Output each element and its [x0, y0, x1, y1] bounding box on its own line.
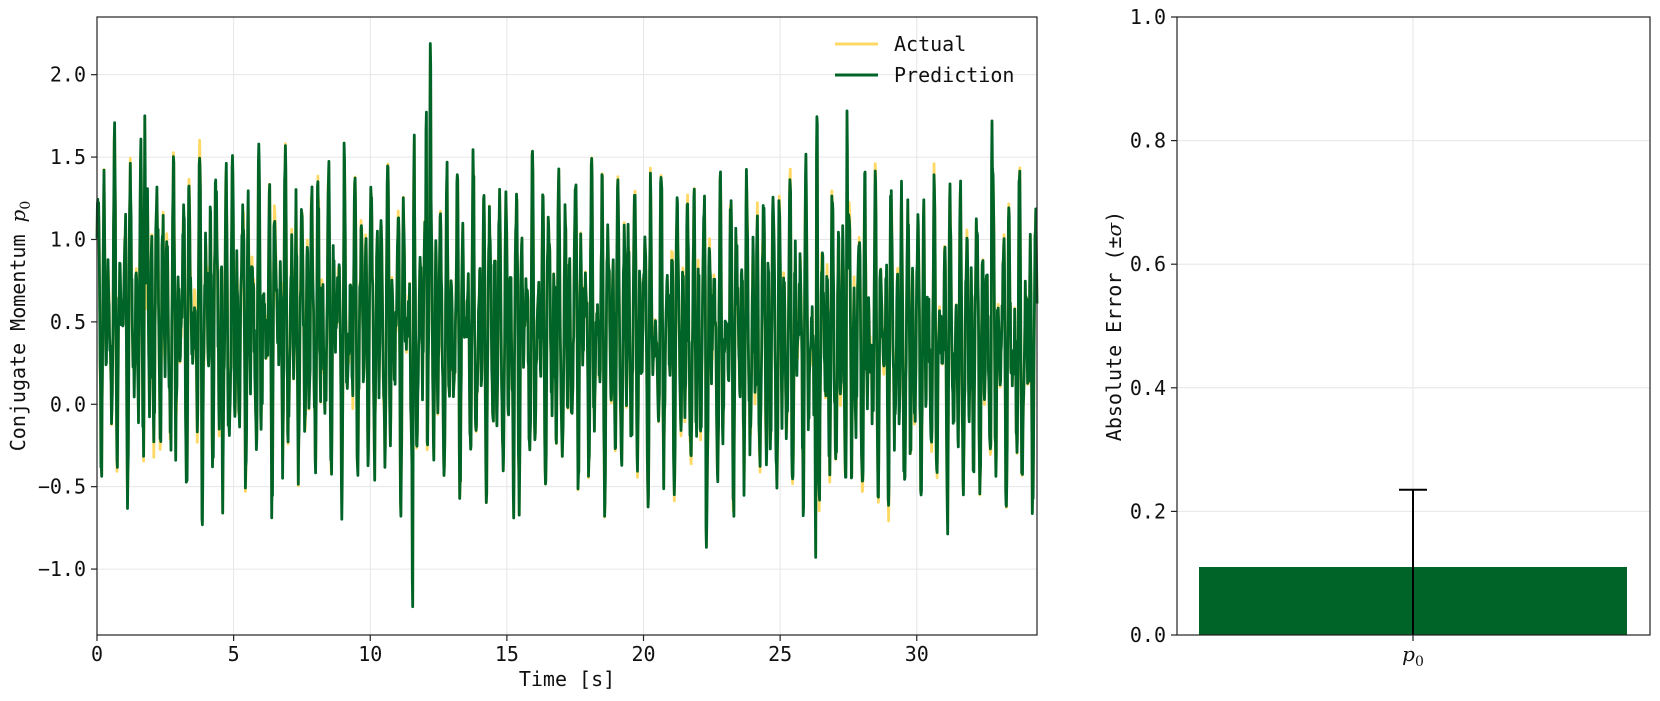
left-y-axis-label-text: Conjugate Momentum — [6, 222, 30, 451]
right-y-tick-label: 0.6 — [1130, 252, 1166, 276]
right-y-axis-label-symbol: σ — [1102, 222, 1126, 237]
left-axes-frame — [96, 16, 1038, 636]
left-y-axis-label-symbol: p — [6, 209, 30, 222]
momentum-line-chart: 0 5 10 15 20 25 30 −1.0 −0.5 0.0 0.5 1.0 1.5 2.0 Tim… — [6, 16, 1039, 691]
right-x-tick-label-p0: p0 — [1402, 642, 1424, 670]
left-x-tick-label: 30 — [905, 642, 929, 666]
left-y-axis-label: Conjugate Momentum p0 — [6, 201, 34, 452]
left-series-lines — [95, 42, 1039, 609]
right-y-axis-label-suffix: ) — [1102, 211, 1126, 223]
right-y-ticks: 0.0 0.2 0.4 0.6 0.8 1.0 — [1130, 5, 1177, 647]
right-y-tick-label: 0.8 — [1130, 129, 1166, 153]
left-y-tick-label: −1.0 — [38, 557, 86, 581]
right-y-tick-label: 0.2 — [1130, 499, 1166, 523]
left-x-tick-label: 10 — [358, 642, 382, 666]
right-y-axis-label: Absolute Error (±σ) — [1102, 211, 1126, 441]
right-y-tick-label: 1.0 — [1130, 5, 1166, 29]
legend: Actual Prediction — [835, 32, 1014, 87]
left-y-ticks: −1.0 −0.5 0.0 0.5 1.0 1.5 2.0 — [38, 63, 97, 581]
left-y-tick-label: −0.5 — [38, 475, 86, 499]
left-x-tick-label: 0 — [91, 642, 103, 666]
left-x-tick-label: 5 — [228, 642, 240, 666]
left-x-ticks: 0 5 10 15 20 25 30 — [91, 635, 929, 666]
left-x-axis-label: Time [s] — [519, 667, 615, 691]
legend-label-prediction: Prediction — [894, 63, 1014, 87]
right-error-bars — [1399, 488, 1427, 635]
right-x-tick-symbol: p — [1402, 642, 1415, 666]
series-line-prediction — [95, 42, 1039, 609]
left-y-tick-label: 1.0 — [50, 227, 86, 251]
left-y-tick-label: 0.5 — [50, 310, 86, 334]
left-x-tick-label: 20 — [631, 642, 655, 666]
left-x-tick-label: 25 — [768, 642, 792, 666]
left-y-tick-label: 1.5 — [50, 145, 86, 169]
absolute-error-bar-chart: 0.0 0.2 0.4 0.6 0.8 1.0 p0 Absolute Error (±σ… — [1102, 5, 1651, 670]
left-y-tick-label: 2.0 — [50, 63, 86, 87]
left-y-axis-label-subscript: 0 — [18, 201, 34, 210]
right-y-axis-label-text: Absolute Error (± — [1102, 237, 1126, 442]
right-y-tick-label: 0.4 — [1130, 376, 1166, 400]
left-x-tick-label: 15 — [495, 642, 519, 666]
legend-label-actual: Actual — [894, 32, 966, 56]
right-x-tick-subscript: 0 — [1415, 654, 1424, 670]
left-y-tick-label: 0.0 — [50, 392, 86, 416]
right-y-tick-label: 0.0 — [1130, 623, 1166, 647]
